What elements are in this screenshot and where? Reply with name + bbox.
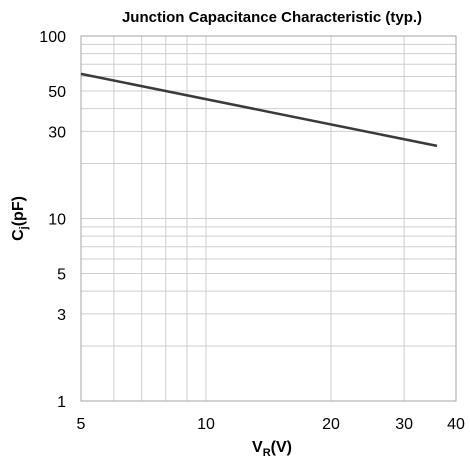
y-gridlines (81, 35, 456, 402)
x-tick-labels: 5 10 20 30 40 (77, 416, 465, 433)
y-tick-label: 100 (39, 29, 66, 46)
y-axis-label-unit: (pF) (10, 196, 27, 226)
y-tick-label: 10 (48, 212, 66, 229)
x-axis-label: VR(V) (252, 439, 292, 459)
y-tick-label: 30 (48, 124, 66, 141)
y-axis-label-main: C (10, 229, 27, 241)
y-axis-label: Cj(pF) (10, 196, 30, 241)
y-tick-label: 5 (57, 266, 66, 283)
x-tick-label: 20 (322, 416, 340, 433)
y-tick-labels: 1 3 5 10 30 50 100 (39, 29, 66, 411)
y-tick-label: 50 (48, 84, 66, 101)
y-tick-label: 3 (57, 307, 66, 324)
x-tick-label: 30 (395, 416, 413, 433)
x-axis-label-subscript: R (263, 447, 271, 459)
x-tick-label: 10 (197, 416, 215, 433)
x-axis-label-unit: (V) (271, 439, 292, 456)
plot-frame (80, 35, 457, 402)
series-line (80, 72, 438, 148)
y-axis-label-subscript: j (18, 226, 30, 230)
x-tick-label: 5 (77, 416, 86, 433)
y-tick-label: 1 (57, 394, 66, 411)
chart-title: Junction Capacitance Characteristic (typ… (122, 9, 422, 26)
x-axis-label-main: V (252, 439, 263, 456)
series-group (80, 72, 438, 148)
x-tick-label: 40 (447, 416, 465, 433)
